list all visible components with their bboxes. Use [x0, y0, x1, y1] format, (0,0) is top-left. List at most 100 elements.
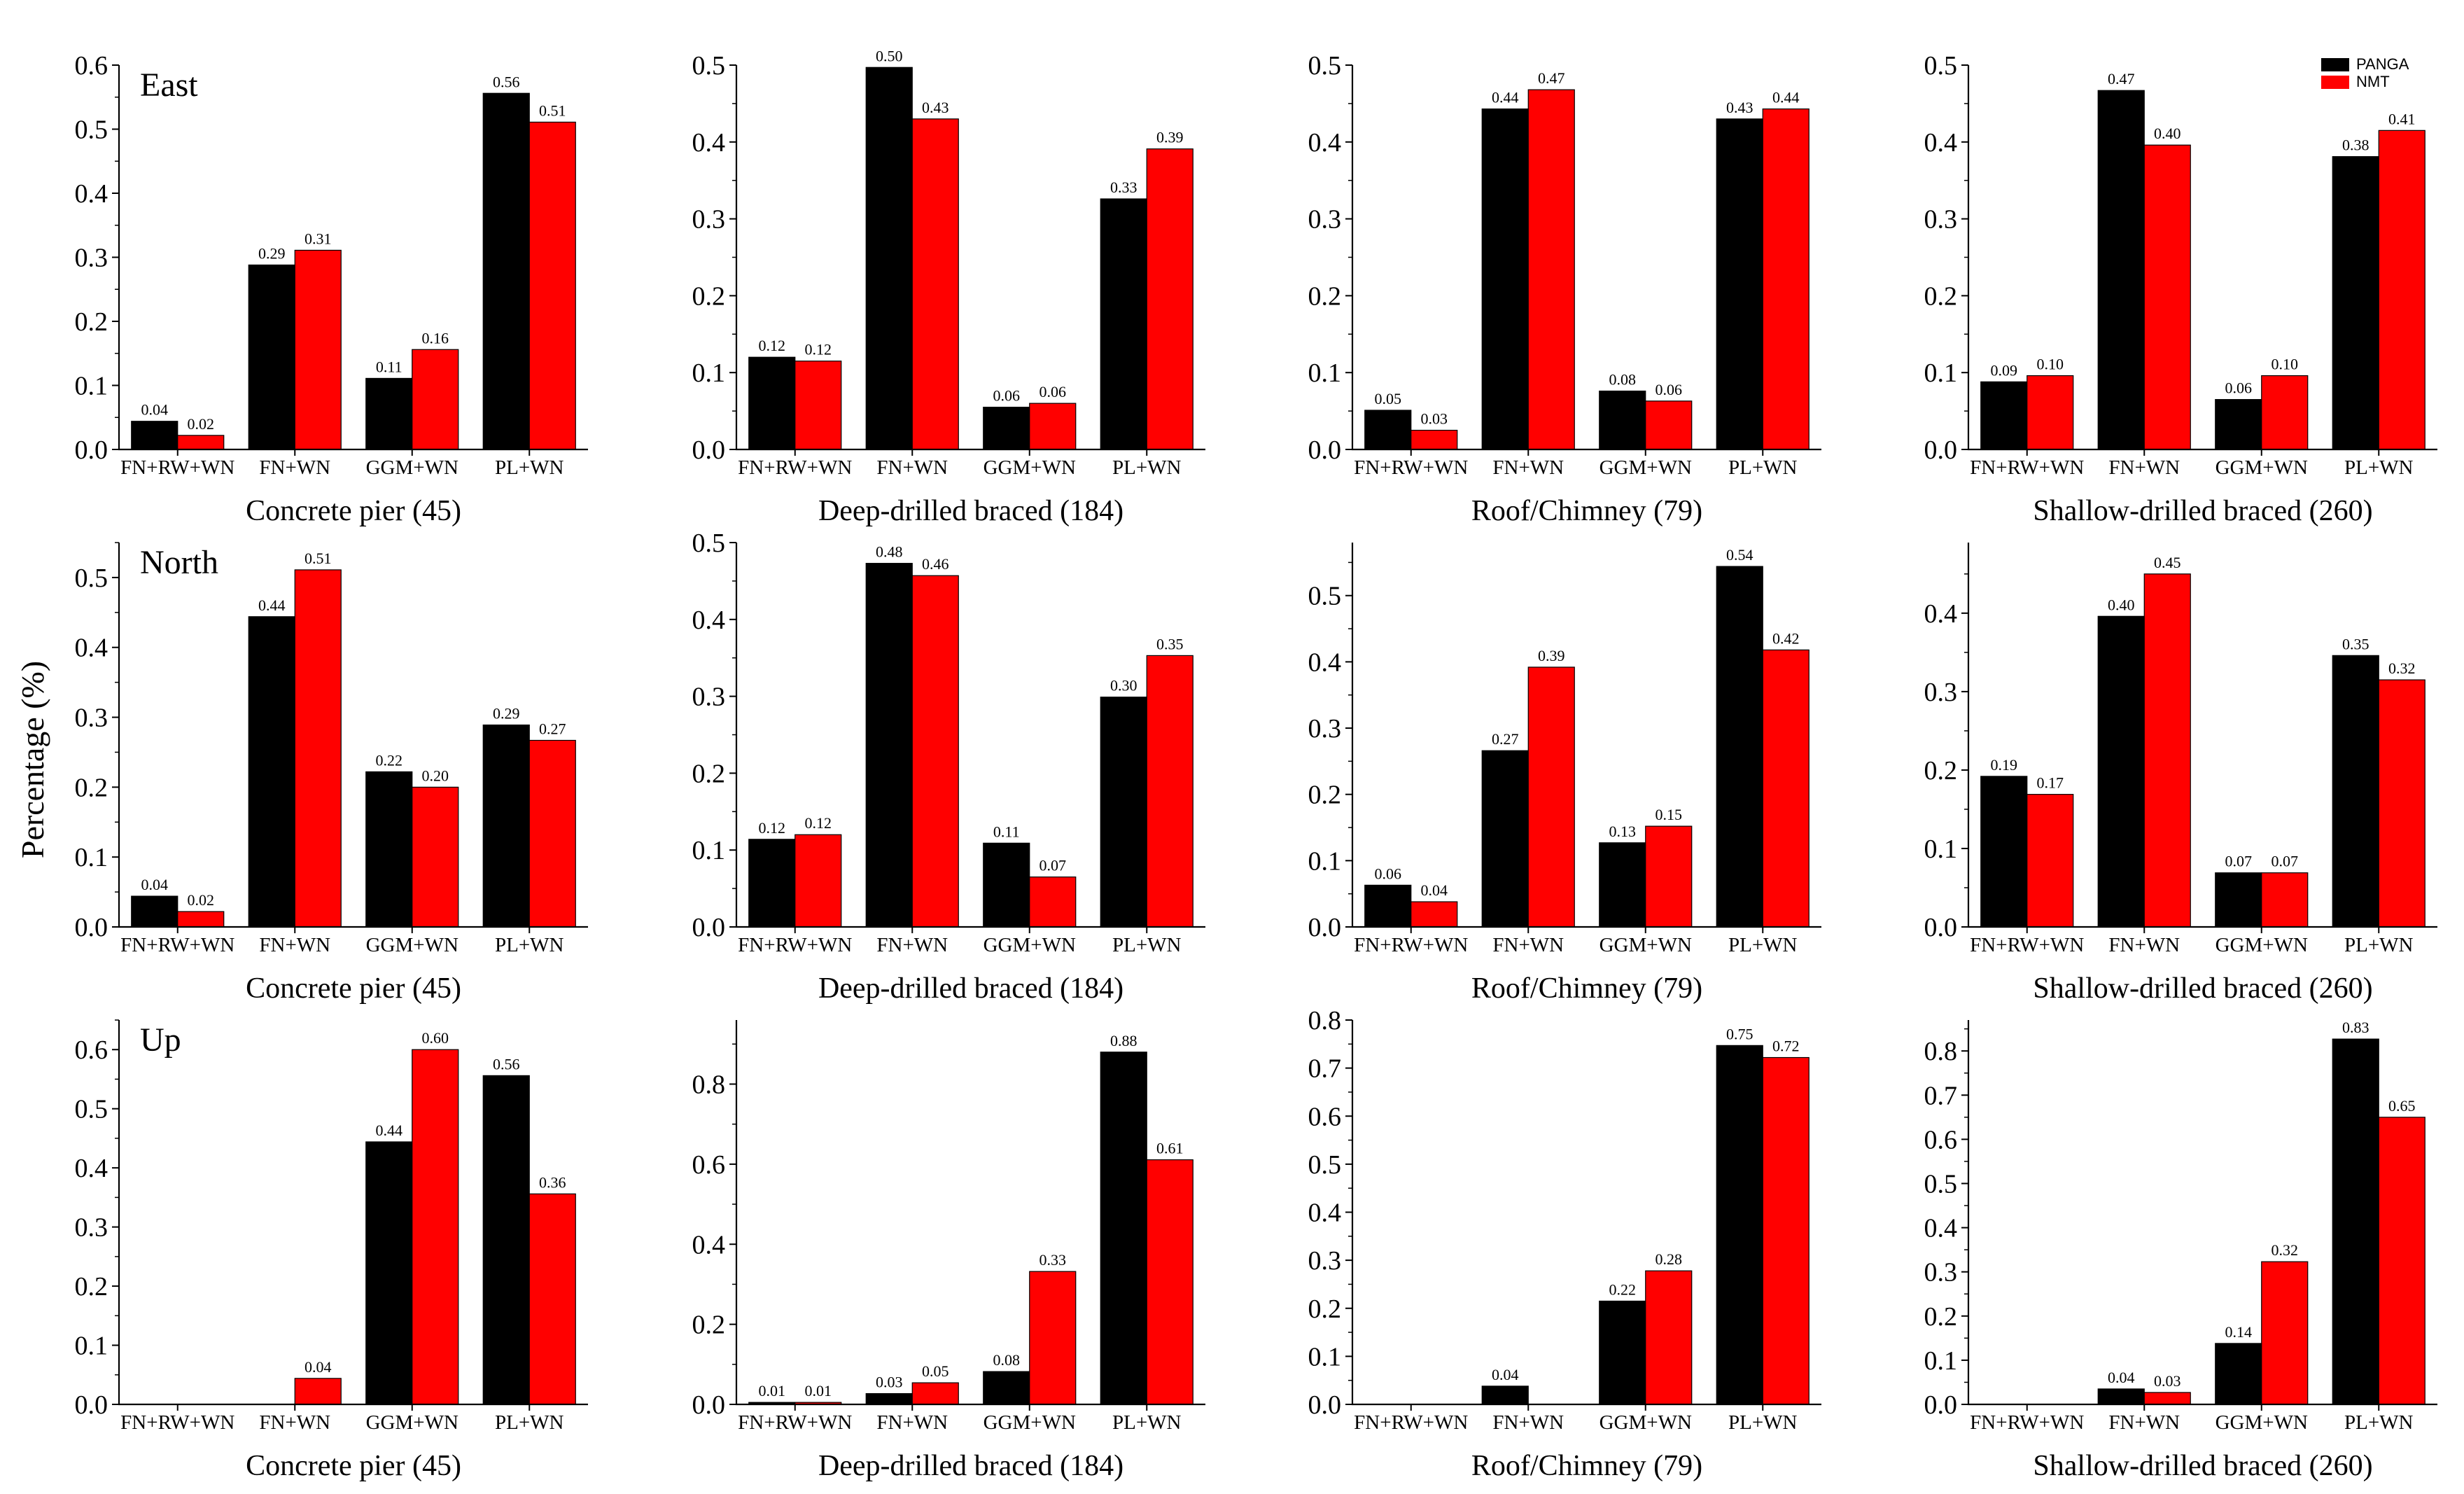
x-tick-label: FN+WN: [259, 1411, 330, 1434]
panel-north-3: 0.06 0.27 0.13 0.54 0.04 0.39 0.15 0.42 0.0 0.1 0.…: [1308, 543, 1821, 1005]
data-label-panga-2: 0.40: [2108, 596, 2135, 613]
x-tick-label: PL+WN: [1112, 934, 1182, 956]
bar-panga-4: [2332, 156, 2379, 450]
bar-nmt-2: [2143, 1392, 2191, 1405]
data-label-nmt-1: 0.02: [188, 415, 215, 433]
bar-panga-2: [2097, 90, 2145, 450]
bar-nmt-2: [1527, 89, 1575, 450]
bar-panga-3: [1599, 842, 1646, 928]
data-label-nmt-2: 0.40: [2154, 125, 2181, 142]
data-label-nmt-1: 0.02: [188, 891, 215, 909]
bar-nmt-4: [1762, 108, 1809, 450]
data-label-nmt-4: 0.32: [2388, 659, 2416, 677]
panel-east-4: 0.09 0.47 0.06 0.38 0.10 0.40 0.10 0.41 0.0 0.1 0.…: [1924, 51, 2437, 527]
panel-north-1: 0.04 0.44 0.22 0.29 0.02 0.51 0.20 0.27 0.0 0.1 0.…: [75, 542, 588, 1005]
bar-panga-2: [2097, 615, 2145, 928]
x-tick-label: GGM+WN: [2216, 456, 2308, 479]
data-label-panga-4: 0.56: [493, 73, 520, 90]
data-label-panga-2: 0.29: [258, 244, 286, 262]
data-label-nmt-3: 0.20: [422, 767, 449, 784]
bar-nmt-2: [1527, 666, 1575, 928]
x-tick-label: GGM+WN: [366, 1411, 458, 1434]
x-tick-label: PL+WN: [1728, 934, 1798, 956]
data-label-nmt-2: 0.05: [922, 1362, 949, 1380]
legend-swatch-nmt: [2321, 76, 2349, 89]
bar-panga-2: [1481, 1385, 1529, 1405]
x-tick-label: PL+WN: [1728, 1411, 1798, 1434]
y-tick-label: 0.5: [1924, 1169, 1958, 1199]
panel-north-2: 0.12 0.48 0.11 0.30 0.12 0.46 0.07 0.35 0.0 0.1 0.…: [692, 529, 1205, 1005]
x-tick-label: PL+WN: [495, 456, 564, 479]
y-tick-label: 0.6: [1924, 1125, 1958, 1154]
bar-panga-4: [2332, 655, 2379, 928]
row-label-north: North: [140, 544, 218, 581]
y-tick-label: 0.2: [1308, 281, 1342, 311]
y-tick-label: 0.2: [75, 1272, 108, 1301]
data-label-panga-1: 0.04: [141, 876, 169, 893]
data-label-nmt-4: 0.65: [2388, 1097, 2416, 1115]
y-tick-label: 0.2: [1924, 756, 1958, 786]
data-label-nmt-2: 0.47: [1538, 69, 1565, 87]
x-tick-label: PL+WN: [2344, 456, 2414, 479]
y-tick-label: 0.5: [1308, 1150, 1342, 1180]
data-label-nmt-1: 0.12: [805, 341, 832, 358]
data-label-panga-1: 0.12: [759, 337, 786, 354]
data-label-panga-1: 0.01: [759, 1382, 786, 1399]
y-tick-label: 0.4: [75, 1154, 108, 1183]
data-label-panga-2: 0.50: [876, 47, 903, 64]
y-tick-label: 0.4: [692, 1230, 726, 1259]
data-label-nmt-4: 0.35: [1156, 635, 1184, 652]
data-label-panga-1: 0.06: [1375, 865, 1402, 882]
bar-panga-2: [1481, 750, 1529, 928]
y-tick-label: 0.4: [1924, 599, 1958, 629]
bar-nmt-1: [1410, 429, 1458, 450]
y-tick-label: 0.4: [1308, 648, 1342, 677]
y-tick-label: 0.8: [1924, 1037, 1958, 1066]
bar-nmt-4: [1762, 1056, 1809, 1405]
data-label-panga-4: 0.54: [1726, 546, 1754, 564]
y-tick-label: 0.3: [692, 205, 726, 235]
y-tick-label: 0.0: [75, 1390, 108, 1420]
y-tick-label: 0.4: [1308, 128, 1342, 158]
panel-xlabel: Concrete pier (45): [246, 972, 461, 1005]
x-tick-label: GGM+WN: [1600, 1411, 1692, 1434]
x-tick-label: FN+RW+WN: [1354, 1411, 1468, 1434]
y-tick-label: 0.8: [692, 1070, 726, 1100]
x-tick-label: FN+WN: [2108, 456, 2180, 479]
bar-nmt-4: [1146, 655, 1194, 928]
data-label-panga-2: 0.03: [876, 1374, 903, 1391]
bar-nmt-3: [412, 786, 459, 928]
panel-xlabel: Concrete pier (45): [246, 495, 461, 527]
data-label-panga-1: 0.04: [141, 401, 169, 419]
bar-panga-1: [748, 356, 796, 450]
y-tick-label: 0.2: [1308, 781, 1342, 810]
x-tick-label: PL+WN: [2344, 934, 2414, 956]
y-tick-label: 0.3: [1924, 1258, 1958, 1287]
y-tick-label: 0.4: [692, 128, 726, 158]
x-tick-label: PL+WN: [1112, 456, 1182, 479]
y-tick-label: 0.1: [1924, 835, 1958, 864]
y-tick-label: 0.2: [1924, 1302, 1958, 1332]
y-tick-label: 0.0: [1924, 1390, 1958, 1420]
y-tick-label: 0.1: [1924, 358, 1958, 388]
data-label-nmt-4: 0.44: [1772, 89, 1800, 106]
data-label-panga-3: 0.22: [1609, 1280, 1637, 1298]
bar-nmt-1: [2026, 375, 2074, 450]
data-label-nmt-1: 0.01: [805, 1382, 832, 1399]
x-tick-label: FN+RW+WN: [738, 1411, 852, 1434]
y-tick-label: 0.3: [75, 1213, 108, 1243]
x-tick-label: FN+WN: [1492, 1411, 1564, 1434]
bar-nmt-2: [2143, 573, 2191, 928]
y-tick-label: 0.7: [1308, 1054, 1342, 1084]
bar-panga-3: [365, 771, 413, 928]
data-label-nmt-4: 0.39: [1156, 129, 1184, 146]
y-tick-label: 0.0: [1308, 1390, 1342, 1420]
y-tick-label: 0.1: [1924, 1346, 1958, 1376]
data-label-panga-2: 0.04: [2108, 1369, 2135, 1386]
y-tick-label: 0.5: [75, 564, 108, 593]
legend-swatch-panga: [2321, 58, 2349, 71]
x-tick-label: GGM+WN: [366, 934, 458, 956]
x-tick-label: FN+RW+WN: [1354, 456, 1468, 479]
data-label-panga-1: 0.12: [759, 819, 786, 837]
bar-panga-2: [1481, 108, 1529, 450]
